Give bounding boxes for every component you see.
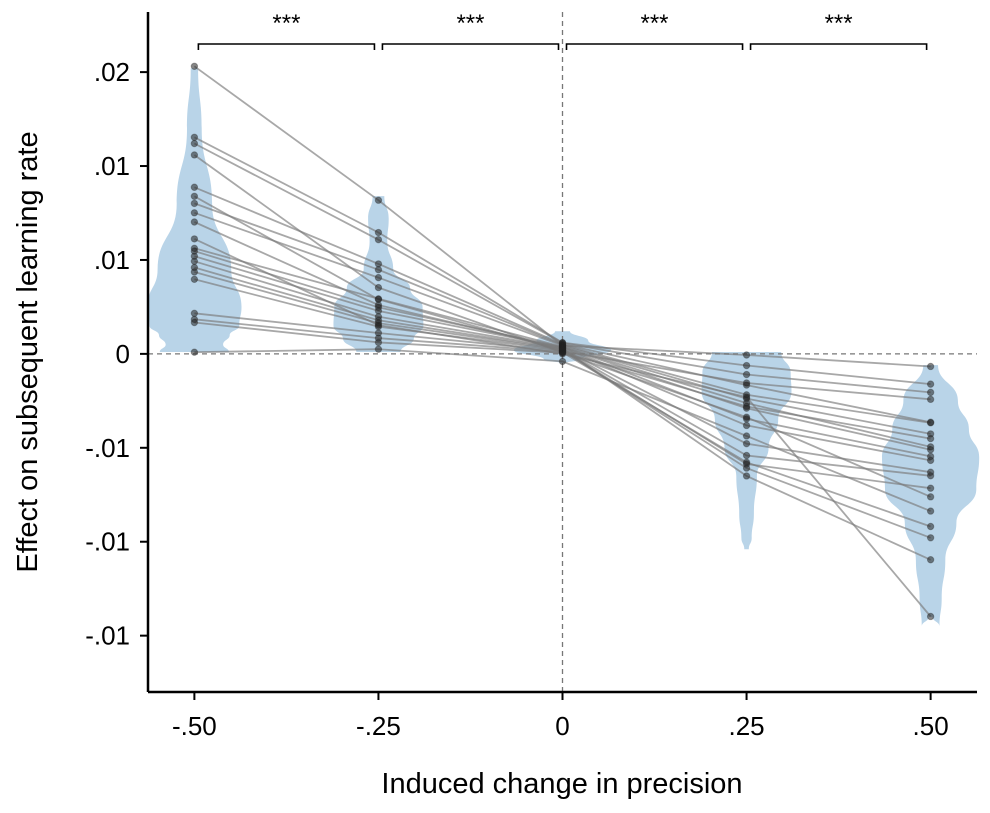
data-point xyxy=(742,351,751,359)
significance-label-0: *** xyxy=(272,10,300,37)
data-point xyxy=(926,472,935,480)
data-point xyxy=(926,522,935,531)
data-point xyxy=(926,456,935,465)
data-point xyxy=(926,507,935,515)
data-point xyxy=(190,133,199,141)
significance-bracket-0 xyxy=(197,43,376,50)
data-point xyxy=(926,445,935,454)
subject-points xyxy=(190,62,935,621)
data-point xyxy=(926,380,935,388)
data-point xyxy=(374,301,383,309)
significance-bracket-3 xyxy=(749,43,928,50)
y-tick-label: -.01 xyxy=(85,527,130,557)
data-point xyxy=(190,151,199,159)
significance-bracket-1 xyxy=(381,43,560,50)
data-point xyxy=(926,434,935,443)
data-point xyxy=(190,275,199,284)
data-point xyxy=(742,379,751,387)
data-point xyxy=(926,419,935,427)
significance-label-3: *** xyxy=(825,10,853,37)
data-point xyxy=(742,421,751,430)
data-point xyxy=(926,612,935,621)
y-tick-label: .02 xyxy=(94,57,130,87)
data-point xyxy=(742,413,751,421)
data-point xyxy=(190,199,199,208)
data-point xyxy=(190,62,199,70)
data-point xyxy=(926,388,935,397)
y-tick-label: .01 xyxy=(94,151,130,181)
y-tick-label: .01 xyxy=(94,245,130,275)
data-point xyxy=(926,362,935,371)
y-tick-label: -.01 xyxy=(85,433,130,463)
data-point xyxy=(190,192,199,200)
significance-label-1: *** xyxy=(456,10,484,37)
x-tick-label: .25 xyxy=(728,711,764,741)
data-point xyxy=(190,183,199,191)
data-point xyxy=(742,451,751,460)
data-point xyxy=(926,534,935,542)
data-point xyxy=(190,348,199,356)
data-point xyxy=(926,556,935,564)
data-point xyxy=(190,235,199,243)
data-point xyxy=(742,402,751,411)
data-point xyxy=(742,361,751,370)
data-point xyxy=(926,484,935,492)
data-point xyxy=(742,393,751,401)
data-point xyxy=(742,432,751,440)
y-tick-label: 0 xyxy=(116,339,130,369)
data-point xyxy=(190,268,199,276)
data-point xyxy=(374,273,383,282)
data-point xyxy=(190,318,199,327)
x-tick-label: 0 xyxy=(555,711,569,741)
x-tick-label: -.25 xyxy=(356,711,401,741)
data-point xyxy=(558,357,567,366)
data-point xyxy=(190,257,199,265)
data-point xyxy=(742,370,751,379)
data-point xyxy=(374,283,383,292)
data-point xyxy=(190,139,199,148)
data-point xyxy=(190,209,199,217)
data-point xyxy=(374,321,383,329)
y-tick-label: -.01 xyxy=(85,621,130,651)
data-point xyxy=(374,338,383,347)
y-axis-title: Effect on subsequent learning rate xyxy=(12,131,44,572)
subject-line-10 xyxy=(194,266,931,474)
x-tick-label: .50 xyxy=(913,711,949,741)
data-point xyxy=(558,350,567,358)
data-point xyxy=(742,464,751,472)
data-point xyxy=(374,235,383,244)
data-point xyxy=(190,218,199,226)
data-point xyxy=(374,196,383,204)
data-point xyxy=(926,395,935,404)
data-point xyxy=(374,345,383,353)
data-point xyxy=(190,309,199,318)
data-point xyxy=(374,228,383,237)
data-point xyxy=(926,493,935,501)
data-point xyxy=(374,266,383,274)
axes: .02 .01 .01 0 -.01 -.01 -.01 -.50 -.25 0 .25 .50 xyxy=(85,12,977,741)
data-point xyxy=(742,439,751,448)
significance-label-2: *** xyxy=(641,10,669,37)
x-tick-label: -.50 xyxy=(172,711,217,741)
x-axis-title: Induced change in precision xyxy=(381,768,742,800)
data-point xyxy=(742,472,751,480)
significance-brackets: *** *** *** *** xyxy=(197,10,928,50)
significance-bracket-2 xyxy=(565,43,744,50)
